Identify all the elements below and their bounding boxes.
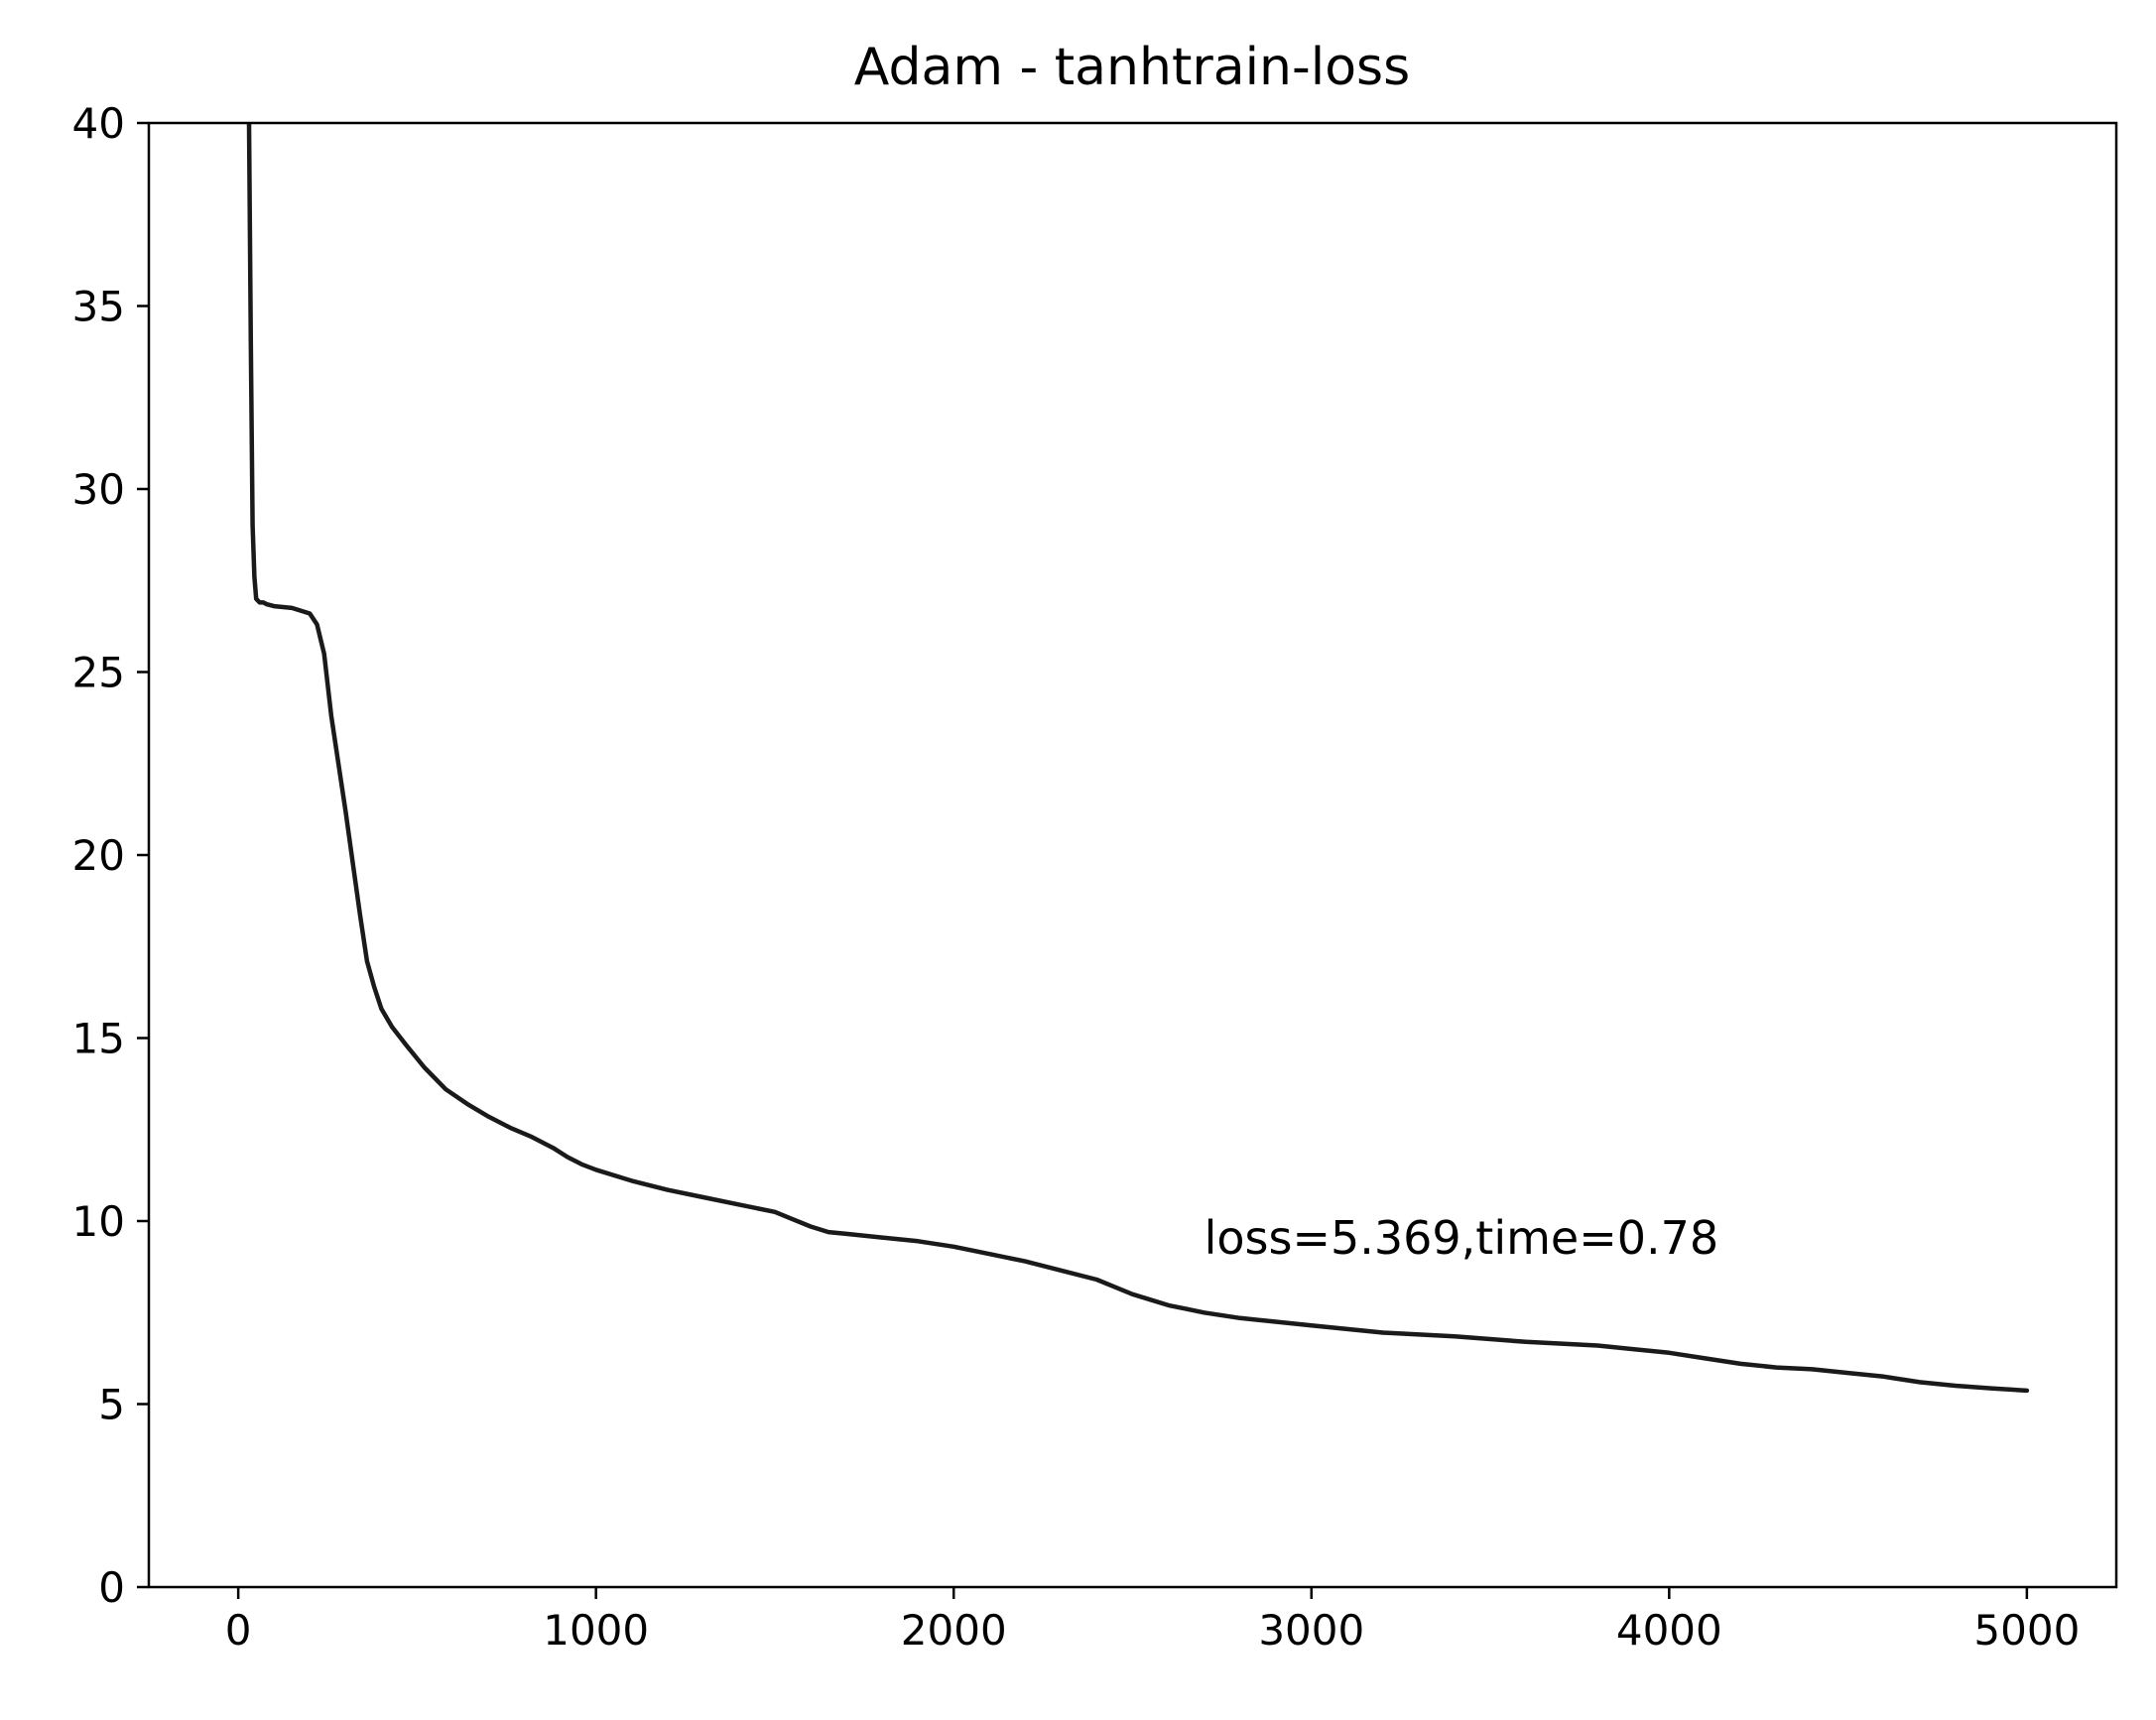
y-tick-label: 10 bbox=[72, 1197, 125, 1246]
y-tick-label: 40 bbox=[72, 99, 125, 148]
y-axis: 0 5 10 15 20 25 30 35 40 bbox=[72, 99, 149, 1612]
x-tick-label: 0 bbox=[225, 1606, 252, 1655]
y-tick-label: 20 bbox=[72, 831, 125, 880]
x-tick-label: 4000 bbox=[1616, 1606, 1722, 1655]
x-tick-label: 1000 bbox=[543, 1606, 649, 1655]
x-tick-label: 2000 bbox=[901, 1606, 1007, 1655]
plot-frame bbox=[147, 121, 2118, 1589]
x-tick-label: 3000 bbox=[1258, 1606, 1364, 1655]
y-tick-label: 5 bbox=[98, 1381, 125, 1429]
series-layer bbox=[246, 123, 2030, 1394]
y-tick-label: 0 bbox=[98, 1563, 125, 1612]
y-tick-label: 30 bbox=[72, 465, 125, 514]
y-tick-label: 35 bbox=[72, 283, 125, 331]
x-tick-label: 5000 bbox=[1973, 1606, 2080, 1655]
y-tick-label: 15 bbox=[72, 1015, 125, 1063]
chart-title: Adam - tanhtrain-loss bbox=[854, 38, 1410, 97]
x-axis: 0 1000 2000 3000 4000 5000 bbox=[225, 1587, 2080, 1655]
loss-time-annotation: loss=5.369,time=0.78 bbox=[1205, 1211, 1719, 1265]
loss-line-series-0 bbox=[246, 123, 2030, 1394]
y-tick-label: 25 bbox=[72, 649, 125, 697]
